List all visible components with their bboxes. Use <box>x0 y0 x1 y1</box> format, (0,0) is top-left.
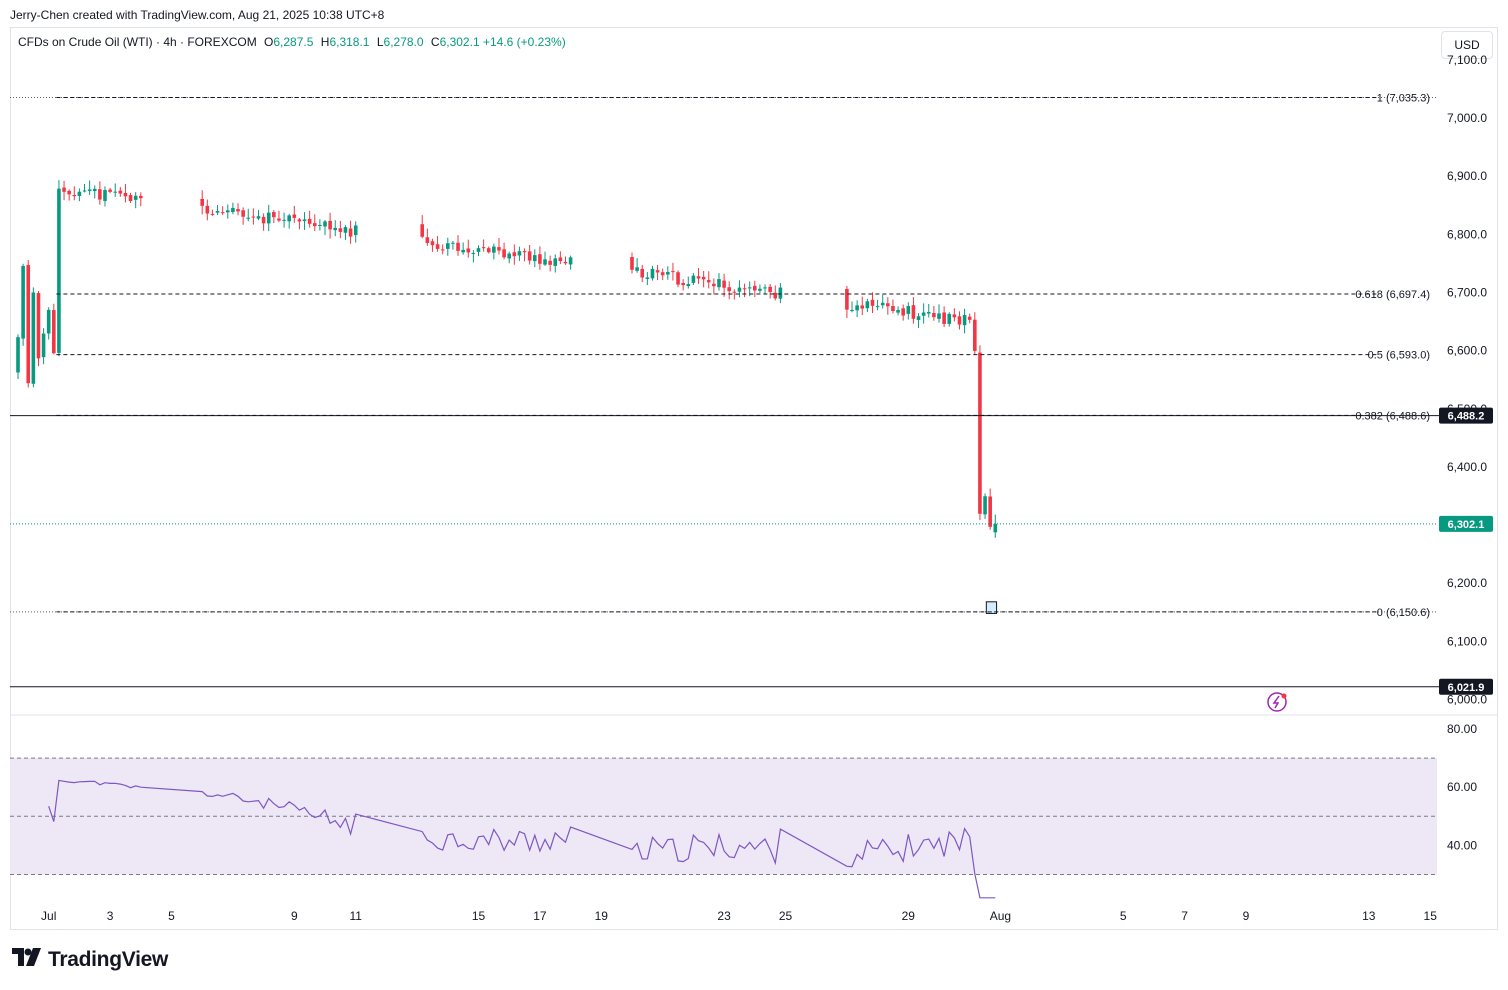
high-value: 6,318.1 <box>329 35 370 49</box>
change-value: +14.6 (+0.23%) <box>482 35 566 49</box>
close-value: 6,302.1 <box>439 35 480 49</box>
low-label: L <box>376 35 384 49</box>
open-value: 6,287.5 <box>273 35 314 49</box>
tradingview-logo-text: TradingView <box>48 948 169 971</box>
tradingview-logo[interactable]: TradingView <box>12 948 168 972</box>
chart-frame <box>10 27 1498 930</box>
tradingview-logo-icon <box>12 948 42 972</box>
symbol-name: CFDs on Crude Oil (WTI) · 4h · FOREXCOM <box>18 35 257 49</box>
high-label: H <box>320 35 330 49</box>
close-label: C <box>430 35 440 49</box>
low-value: 6,278.0 <box>383 35 424 49</box>
open-label: O <box>264 35 274 49</box>
symbol-legend[interactable]: CFDs on Crude Oil (WTI) · 4h · FOREXCOM … <box>18 35 566 49</box>
chart-credit: Jerry-Chen created with TradingView.com,… <box>10 8 385 22</box>
currency-button[interactable]: USD <box>1441 31 1493 59</box>
